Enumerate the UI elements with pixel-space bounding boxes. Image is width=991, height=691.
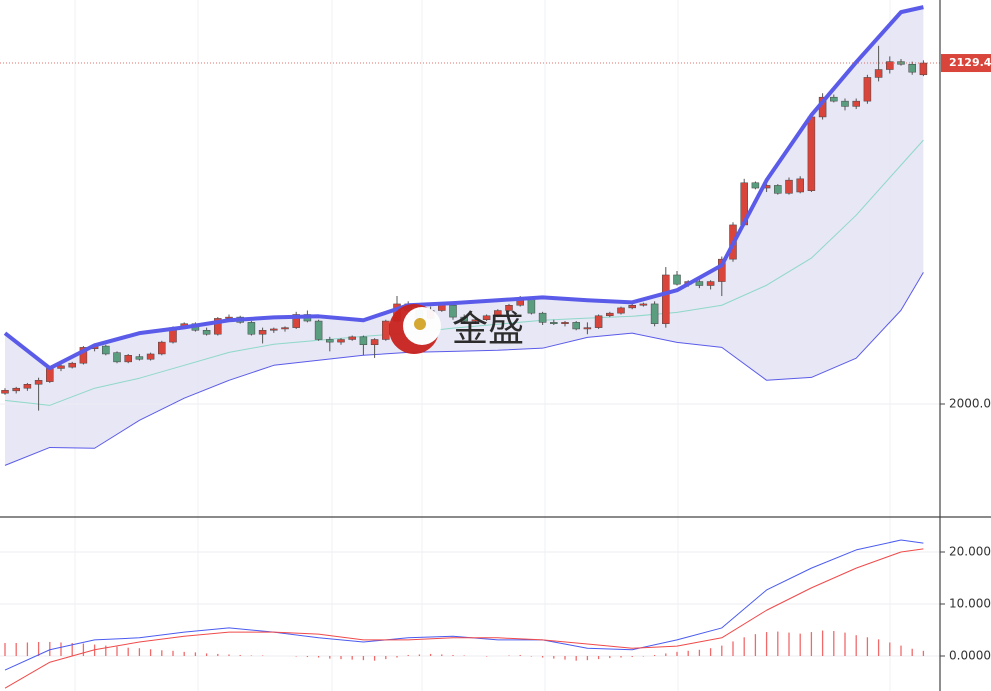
candle-body: [695, 281, 704, 286]
logo-dot: [414, 318, 426, 330]
candle-body: [146, 353, 155, 360]
candle-body: [527, 298, 536, 314]
candle-body: [438, 304, 446, 311]
last-price-box: [941, 54, 991, 73]
band-fill: [5, 7, 924, 466]
y-tick-label: 2000.00: [949, 397, 991, 411]
candle-body: [606, 312, 614, 317]
plot-layer: [0, 5, 940, 689]
candle-body: [751, 182, 760, 189]
candle-body: [617, 307, 625, 314]
candle-body: [158, 341, 166, 355]
candle-body: [662, 274, 670, 324]
last-price-label: 2129.47: [949, 56, 991, 69]
candle-body: [505, 304, 513, 311]
candle-body: [359, 336, 368, 346]
watermark: 金盛: [389, 304, 524, 354]
candle-body: [135, 356, 144, 360]
candle-body: [68, 362, 76, 368]
y-tick-label: 10.0000: [949, 597, 991, 611]
candle-body: [370, 339, 379, 346]
candle-body: [628, 304, 636, 309]
candle-body: [79, 347, 88, 364]
candle-body: [124, 355, 132, 363]
candle-body: [561, 322, 569, 324]
candle-body: [650, 303, 659, 324]
candle-body: [1, 390, 9, 394]
y-tick-label: 0.0000: [949, 649, 991, 663]
candle-body: [247, 322, 256, 335]
candle-body: [785, 179, 793, 194]
candle-body: [841, 100, 849, 107]
candle-body: [292, 314, 300, 328]
candle-body: [482, 315, 491, 320]
candle-body: [706, 281, 715, 286]
candle-body: [270, 328, 278, 331]
candle-body: [538, 312, 547, 323]
candle-body: [718, 258, 726, 282]
indicator-line: [4, 548, 924, 689]
axis-layer: 2000.00 2129.47 0.0000 10.0000 20.0000: [940, 54, 991, 663]
candle-body: [830, 96, 838, 102]
candle-body: [639, 303, 648, 306]
indicator-line: [4, 139, 924, 406]
candle-body: [102, 345, 110, 355]
candle-body: [23, 384, 32, 389]
candle-body: [550, 322, 558, 324]
candle-body: [919, 62, 928, 76]
candle-body: [852, 100, 860, 107]
candle-body: [202, 330, 211, 335]
candle-body: [886, 61, 894, 70]
candle-body: [863, 77, 872, 102]
candle-body: [874, 69, 883, 78]
candle-body: [796, 178, 804, 193]
indicator-line: [3, 5, 924, 371]
indicator-line: [4, 272, 924, 466]
candle-body: [34, 380, 43, 385]
candle-body: [594, 315, 603, 328]
candle-body: [460, 316, 468, 322]
candle-body: [281, 327, 289, 330]
candle-body: [12, 387, 20, 392]
candle-body: [449, 304, 457, 318]
candle-body: [807, 116, 816, 191]
candle-body: [46, 368, 54, 382]
candle-body: [214, 318, 222, 335]
candle-body: [57, 365, 65, 369]
candle-body: [258, 330, 267, 335]
candle-body: [113, 352, 121, 363]
candle-body: [908, 64, 916, 73]
candle-body: [337, 339, 345, 343]
y-tick-label: 20.0000: [949, 544, 991, 558]
candle-body: [583, 327, 592, 330]
watermark-text: 金盛: [452, 309, 524, 350]
candle-body: [471, 319, 480, 322]
candle-body: [494, 310, 502, 317]
candle-body: [673, 274, 681, 285]
candle-body: [326, 339, 334, 343]
candle-body: [572, 322, 580, 330]
candle-body: [382, 320, 390, 340]
candle-body: [774, 185, 782, 194]
candle-body: [348, 336, 356, 340]
candle-body: [314, 320, 323, 340]
